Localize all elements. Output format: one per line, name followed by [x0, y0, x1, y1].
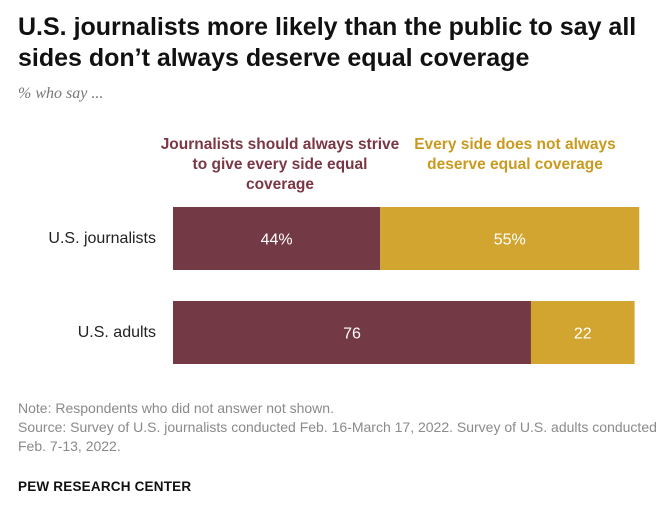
- data-label-not-always-equal-journalists: 55%: [494, 232, 526, 249]
- bar-always-equal-journalists: [173, 207, 381, 270]
- bar-not-always-equal-journalists: [380, 207, 640, 270]
- legend-label-always-equal: Journalists should always strive to give…: [160, 136, 400, 193]
- source-text: Source: Survey of U.S. journalists condu…: [18, 419, 657, 454]
- bar-not-always-equal-adults: [530, 301, 635, 364]
- note-text: Note: Respondents who did not answer not…: [18, 400, 334, 416]
- legend-label-not-always-equal: Every side does not always deserve equal…: [414, 136, 616, 173]
- stacked-bar-chart: 44% 55% 76 22: [173, 207, 640, 364]
- chart-title: U.S. journalists more likely than the pu…: [18, 13, 637, 72]
- data-label-always-equal-journalists: 44%: [261, 232, 293, 249]
- bar-always-equal-adults: [173, 301, 531, 364]
- chart-subtitle: % who say ...: [18, 85, 104, 102]
- data-label-always-equal-adults: 76: [343, 326, 361, 343]
- data-label-not-always-equal-adults: 22: [574, 326, 592, 343]
- row-label-journalists: U.S. journalists: [48, 230, 156, 247]
- chart-notes: Note: Respondents who did not answer not…: [18, 399, 668, 456]
- source-logo-text: PEW RESEARCH CENTER: [18, 479, 192, 494]
- row-label-adults: U.S. adults: [77, 324, 156, 341]
